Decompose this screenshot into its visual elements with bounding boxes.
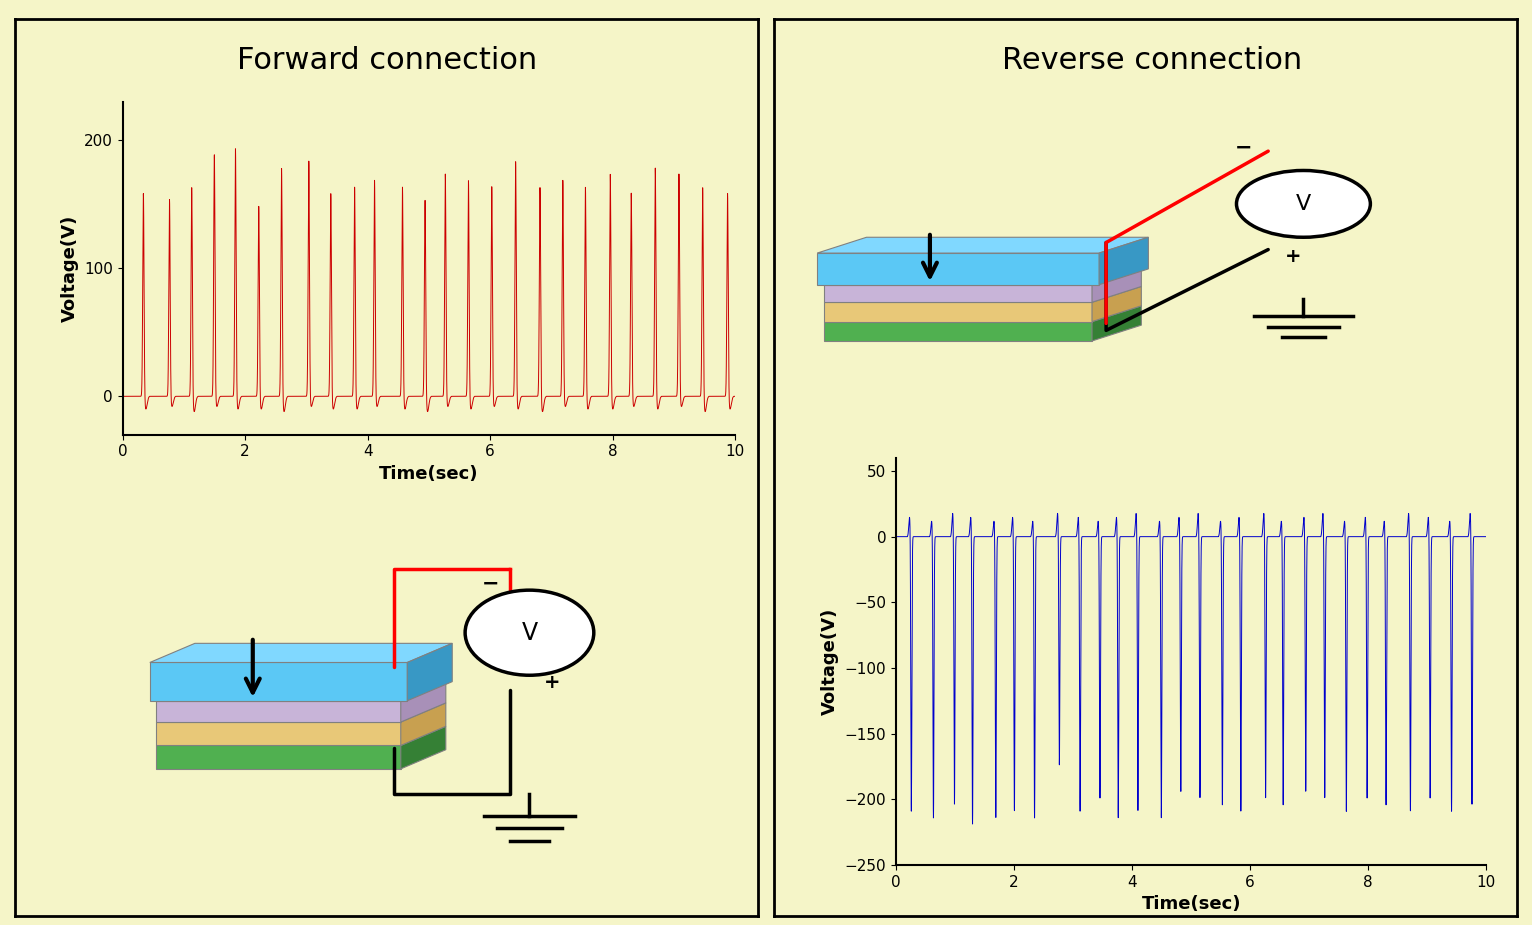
Text: −: − [1235,138,1252,157]
Polygon shape [1092,287,1141,322]
Polygon shape [824,269,1141,285]
Polygon shape [156,703,446,722]
Text: −: − [483,574,499,594]
Text: Reverse connection: Reverse connection [1002,45,1302,75]
Polygon shape [824,302,1092,322]
Text: +: + [544,673,561,693]
Polygon shape [824,322,1092,341]
Text: +: + [1285,247,1301,266]
Polygon shape [156,726,446,746]
X-axis label: Time(sec): Time(sec) [380,465,478,483]
Circle shape [1236,170,1371,238]
Y-axis label: Voltage(V): Voltage(V) [60,215,78,322]
Polygon shape [408,644,452,701]
Text: Forward connection: Forward connection [237,45,538,75]
Polygon shape [401,726,446,769]
Polygon shape [401,682,446,722]
X-axis label: Time(sec): Time(sec) [1141,895,1241,913]
Y-axis label: Voltage(V): Voltage(V) [821,608,840,715]
Polygon shape [1092,306,1141,341]
Polygon shape [150,644,452,662]
Polygon shape [401,703,446,746]
Polygon shape [156,746,401,769]
Polygon shape [824,285,1092,302]
Polygon shape [156,701,401,722]
Polygon shape [150,662,408,701]
Polygon shape [817,238,1149,253]
Text: V: V [1296,194,1311,214]
Polygon shape [1092,269,1141,302]
Polygon shape [1098,238,1149,285]
Text: V: V [521,621,538,645]
Circle shape [466,590,594,675]
Polygon shape [824,306,1141,322]
Polygon shape [156,682,446,701]
Polygon shape [824,287,1141,302]
Polygon shape [156,722,401,746]
Polygon shape [817,253,1098,285]
